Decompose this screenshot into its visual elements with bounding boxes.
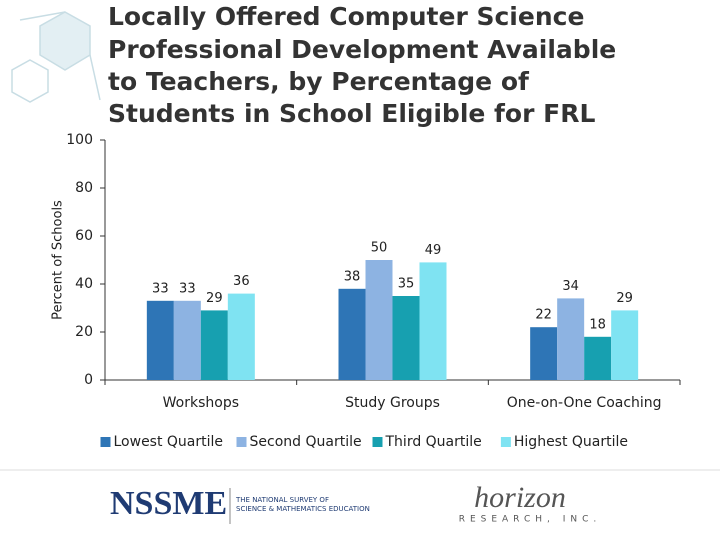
legend-swatch bbox=[100, 437, 111, 447]
y-axis-label: Percent of Schools bbox=[51, 200, 66, 320]
bar bbox=[338, 288, 366, 380]
bar bbox=[530, 327, 558, 380]
value-label: 22 bbox=[535, 308, 552, 323]
value-label: 49 bbox=[425, 243, 442, 258]
y-tick-label: 40 bbox=[75, 276, 93, 292]
bar bbox=[365, 260, 393, 380]
bar bbox=[419, 262, 447, 380]
bar bbox=[584, 336, 612, 380]
y-tick-label: 0 bbox=[84, 372, 93, 388]
logo-left-text: THE NATIONAL SURVEY OF bbox=[235, 496, 329, 504]
x-tick-label: Study Groups bbox=[345, 395, 440, 411]
bar bbox=[611, 310, 639, 380]
value-label: 35 bbox=[398, 277, 415, 292]
bar bbox=[227, 293, 255, 380]
bar bbox=[557, 298, 585, 380]
chart-title: Professional Development Available bbox=[108, 35, 616, 64]
value-label: 29 bbox=[616, 291, 633, 306]
chart-title: Locally Offered Computer Science bbox=[108, 2, 584, 31]
y-tick-label: 80 bbox=[75, 180, 93, 196]
y-tick-label: 20 bbox=[75, 324, 93, 340]
value-label: 33 bbox=[152, 281, 169, 296]
x-tick-label: Workshops bbox=[163, 395, 239, 411]
legend-label: Third Quartile bbox=[385, 434, 482, 450]
legend-swatch bbox=[236, 437, 247, 447]
logo-left-text: SCIENCE & MATHEMATICS EDUCATION bbox=[236, 505, 370, 513]
y-tick-label: 60 bbox=[75, 228, 93, 244]
value-label: 34 bbox=[562, 279, 579, 294]
bar bbox=[173, 300, 201, 380]
legend-label: Lowest Quartile bbox=[114, 434, 224, 450]
value-label: 18 bbox=[589, 317, 606, 332]
x-tick-label: One-on-One Coaching bbox=[507, 395, 662, 411]
y-tick-label: 100 bbox=[66, 132, 93, 148]
bar bbox=[200, 310, 228, 380]
value-label: 50 bbox=[371, 241, 388, 256]
logo-left: NSSME bbox=[110, 485, 227, 522]
legend-swatch bbox=[500, 437, 511, 447]
legend-label: Second Quartile bbox=[250, 434, 362, 450]
legend-label: Highest Quartile bbox=[514, 434, 628, 450]
logo-right: horizon bbox=[474, 481, 566, 514]
logo-right-text: RESEARCH, INC. bbox=[459, 515, 602, 525]
bar bbox=[146, 300, 174, 380]
chart-title: Students in School Eligible for FRL bbox=[108, 99, 595, 128]
value-label: 29 bbox=[206, 291, 223, 306]
bar bbox=[392, 296, 420, 380]
chart-title: to Teachers, by Percentage of bbox=[108, 67, 530, 96]
hex-decoration bbox=[11, 11, 101, 103]
value-label: 33 bbox=[179, 281, 196, 296]
legend-swatch bbox=[372, 437, 383, 447]
value-label: 38 bbox=[344, 269, 361, 284]
value-label: 36 bbox=[233, 274, 250, 289]
